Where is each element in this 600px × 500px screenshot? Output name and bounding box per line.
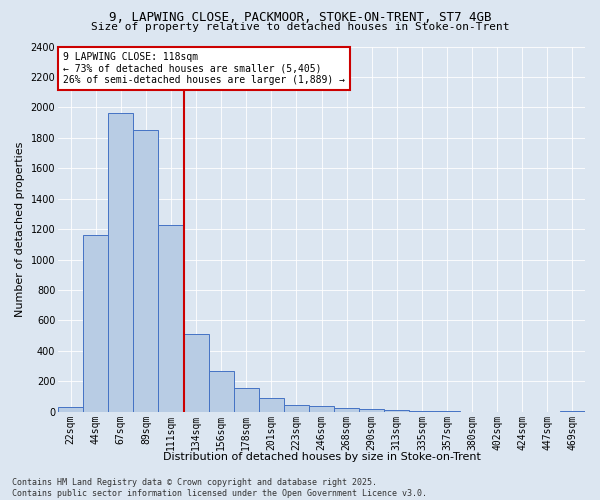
Bar <box>359 410 384 412</box>
Bar <box>259 398 284 411</box>
Bar <box>209 370 234 412</box>
Text: Size of property relative to detached houses in Stoke-on-Trent: Size of property relative to detached ho… <box>91 22 509 32</box>
Bar <box>309 406 334 411</box>
Bar <box>284 404 309 411</box>
Bar <box>58 408 83 412</box>
Bar <box>83 235 108 412</box>
Bar <box>334 408 359 412</box>
Text: Contains HM Land Registry data © Crown copyright and database right 2025.
Contai: Contains HM Land Registry data © Crown c… <box>12 478 427 498</box>
Text: 9, LAPWING CLOSE, PACKMOOR, STOKE-ON-TRENT, ST7 4GB: 9, LAPWING CLOSE, PACKMOOR, STOKE-ON-TRE… <box>109 11 491 24</box>
Bar <box>234 388 259 411</box>
Bar <box>133 130 158 412</box>
Bar <box>384 410 409 412</box>
Bar <box>108 114 133 412</box>
Y-axis label: Number of detached properties: Number of detached properties <box>15 142 25 317</box>
Text: 9 LAPWING CLOSE: 118sqm
← 73% of detached houses are smaller (5,405)
26% of semi: 9 LAPWING CLOSE: 118sqm ← 73% of detache… <box>64 52 346 85</box>
X-axis label: Distribution of detached houses by size in Stoke-on-Trent: Distribution of detached houses by size … <box>163 452 481 462</box>
Bar <box>158 224 184 412</box>
Bar <box>184 334 209 411</box>
Bar <box>560 411 585 412</box>
